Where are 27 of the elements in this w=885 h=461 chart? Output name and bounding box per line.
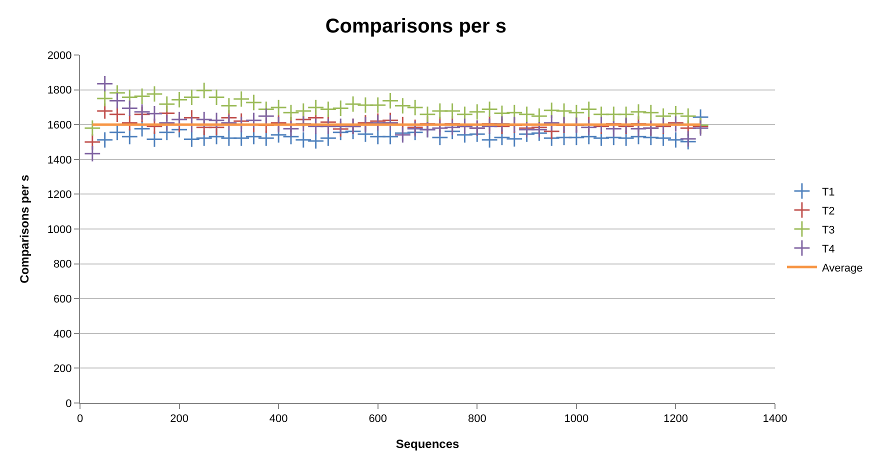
x-tick-label: 800 — [468, 413, 486, 426]
y-tick-label: 800 — [53, 258, 72, 271]
y-tick-label: 1000 — [47, 224, 72, 236]
y-tick-label: 0 — [66, 398, 72, 410]
y-tick-label: 1400 — [47, 154, 72, 166]
legend-label: T3 — [822, 224, 835, 236]
x-tick-label: 0 — [76, 413, 84, 426]
x-tick-label: 1400 — [762, 413, 788, 426]
x-tick-label: 200 — [170, 413, 188, 426]
legend-label: T4 — [822, 243, 835, 256]
x-tick-label: 1000 — [564, 413, 589, 426]
legend-label: Average — [822, 262, 863, 274]
x-axis-title: Sequences — [396, 437, 460, 452]
y-tick-label: 1200 — [47, 189, 72, 202]
x-tick-label: 1200 — [663, 413, 688, 426]
y-tick-label: 200 — [53, 363, 72, 376]
y-tick-label: 1600 — [47, 119, 72, 132]
x-tick-label: 600 — [368, 413, 388, 426]
legend-label: T1 — [822, 186, 835, 198]
x-tick-label: 400 — [269, 413, 288, 426]
y-tick-label: 1800 — [47, 84, 72, 97]
y-axis-title: Comparisons per s — [18, 174, 32, 284]
y-tick-label: 2000 — [47, 50, 72, 62]
legend-label: T2 — [822, 205, 835, 218]
y-tick-label: 400 — [53, 328, 72, 340]
y-tick-label: 600 — [53, 293, 72, 306]
chart-title: Comparisons per s — [325, 15, 507, 38]
